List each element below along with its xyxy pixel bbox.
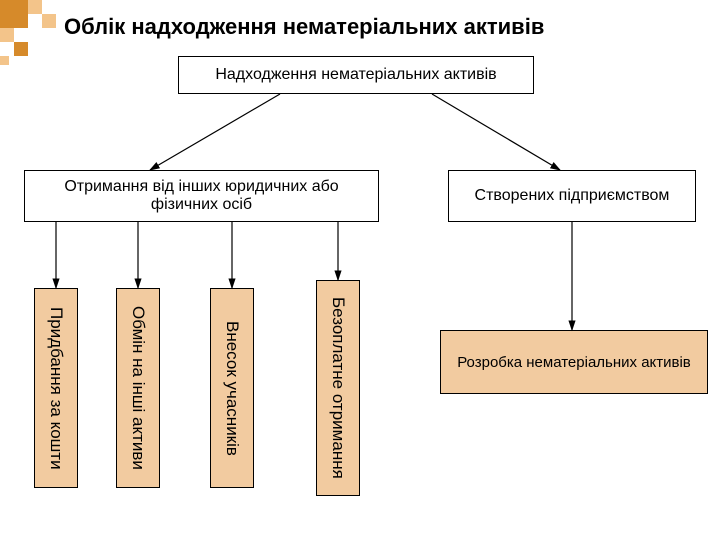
node-outcome: Розробка нематеріальних активів — [440, 330, 708, 394]
decor-square — [14, 42, 28, 56]
node-v2-label: Обмін на інші активи — [128, 306, 148, 470]
node-v1-label: Придбання за кошти — [46, 307, 66, 470]
node-right-label: Створених підприємством — [475, 187, 670, 205]
decor-square — [28, 0, 42, 14]
decor-square — [0, 0, 28, 28]
node-v4-label: Безоплатне отримання — [328, 297, 348, 479]
node-root-label: Надходження нематеріальних активів — [215, 66, 496, 84]
node-outcome-label: Розробка нематеріальних активів — [457, 354, 691, 371]
node-right-branch: Створених підприємством — [448, 170, 696, 222]
node-vertical-4: Безоплатне отримання — [316, 280, 360, 496]
decor-square — [42, 14, 56, 28]
node-left-label: Отримання від інших юридичних або фізичн… — [29, 178, 374, 214]
node-vertical-1: Придбання за кошти — [34, 288, 78, 488]
node-root: Надходження нематеріальних активів — [178, 56, 534, 94]
decor-square — [0, 28, 14, 42]
node-v3-label: Внесок учасників — [222, 321, 242, 456]
decor-square — [0, 56, 9, 65]
node-vertical-2: Обмін на інші активи — [116, 288, 160, 488]
node-left-branch: Отримання від інших юридичних або фізичн… — [24, 170, 379, 222]
node-vertical-3: Внесок учасників — [210, 288, 254, 488]
page-title: Облік надходження нематеріальних активів — [64, 14, 544, 40]
